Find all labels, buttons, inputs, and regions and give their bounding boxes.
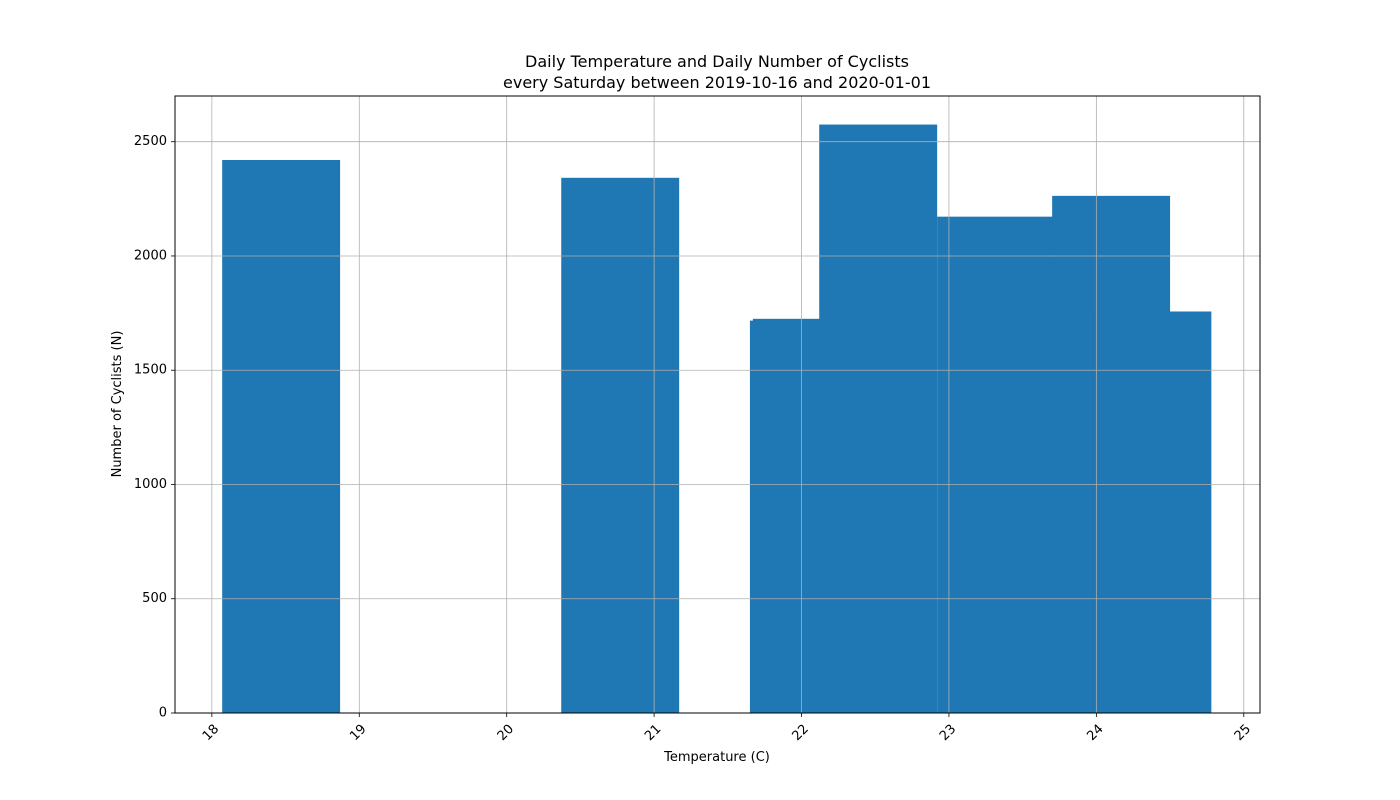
chart-title: Daily Temperature and Daily Number of Cy… [503, 52, 931, 92]
tick-labels: 18 19 20 21 22 23 24 25 0 500 1000 1500 2000 2500 [134, 134, 1254, 744]
y-tick-label-3: 1500 [134, 363, 167, 378]
y-tick-label-4: 2000 [134, 248, 167, 263]
y-tick-label-0: 0 [159, 706, 167, 721]
x-tick-label-4: 22 [790, 722, 812, 744]
axes [171, 95, 1261, 717]
bar-4 [819, 124, 938, 713]
x-tick-label-0: 18 [200, 722, 222, 744]
x-tick-label-2: 20 [495, 722, 517, 744]
plot-frame [174, 95, 1261, 714]
x-tick-label-5: 23 [937, 722, 959, 744]
bar-8 [1093, 311, 1212, 713]
bar-1 [561, 177, 680, 713]
x-tick-label-6: 24 [1084, 722, 1106, 744]
bar-0 [222, 159, 341, 714]
bars [222, 124, 1212, 714]
y-axis-label: Number of Cyclists (N) [110, 331, 125, 478]
y-tick-label-5: 2500 [134, 134, 167, 149]
y-tick-label-2: 1000 [134, 477, 167, 492]
x-tick-label-7: 25 [1232, 722, 1254, 744]
x-axis-label: Temperature (C) [663, 750, 770, 765]
x-tick-label-1: 19 [347, 722, 369, 744]
chart-title-line-2: every Saturday between 2019-10-16 and 20… [503, 73, 931, 92]
chart-title-line-1: Daily Temperature and Daily Number of Cy… [525, 52, 909, 71]
x-tick-label-3: 21 [642, 722, 664, 744]
y-tick-label-1: 500 [142, 591, 167, 606]
